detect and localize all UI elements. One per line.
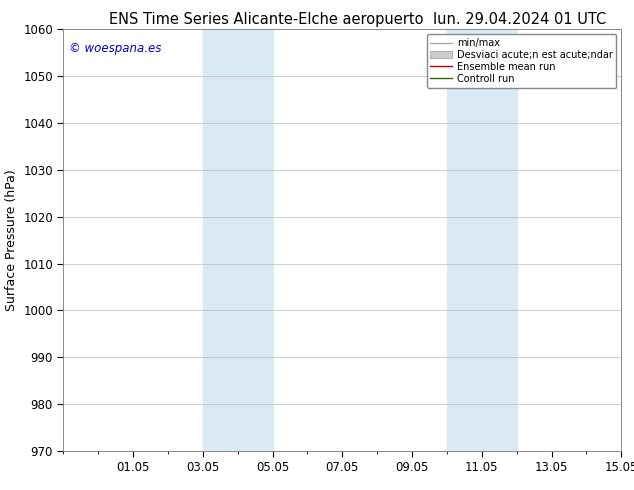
Text: lun. 29.04.2024 01 UTC: lun. 29.04.2024 01 UTC xyxy=(433,12,607,27)
Bar xyxy=(238,29,273,451)
Bar xyxy=(447,29,482,451)
Text: © woespana.es: © woespana.es xyxy=(69,42,162,55)
Text: ENS Time Series Alicante-Elche aeropuerto: ENS Time Series Alicante-Elche aeropuert… xyxy=(109,12,424,27)
Bar xyxy=(203,29,238,451)
Y-axis label: Surface Pressure (hPa): Surface Pressure (hPa) xyxy=(4,169,18,311)
Legend: min/max, Desviaci acute;n est acute;ndar, Ensemble mean run, Controll run: min/max, Desviaci acute;n est acute;ndar… xyxy=(427,34,616,88)
Bar xyxy=(482,29,517,451)
